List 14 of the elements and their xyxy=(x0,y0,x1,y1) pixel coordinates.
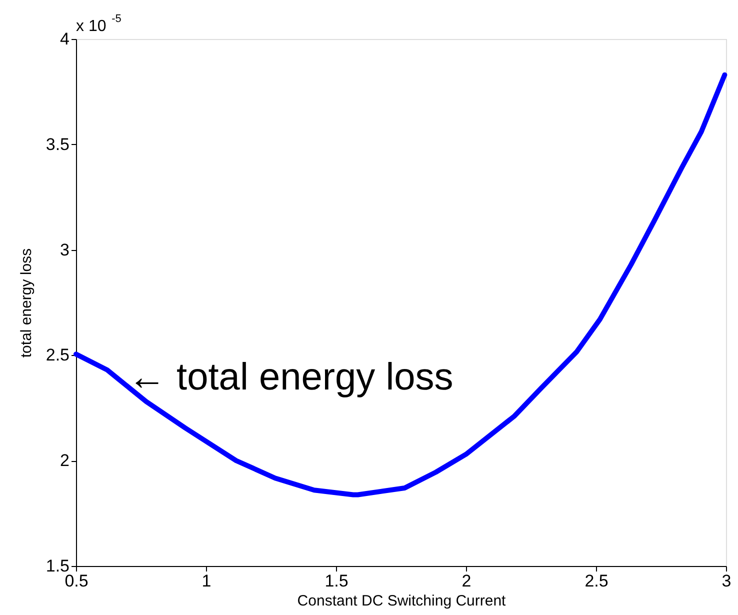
y-axis-title: total energy loss xyxy=(18,248,35,358)
annotation: ← total energy loss xyxy=(128,356,454,398)
x-tick-label: 1 xyxy=(202,572,212,590)
y-tick-label: 4 xyxy=(60,30,70,48)
x-tick-label: 3 xyxy=(722,572,732,590)
y-tick-label: 3 xyxy=(60,240,70,260)
x-tick-label: 2.5 xyxy=(584,572,608,590)
x-tick-label: 1.5 xyxy=(324,572,348,590)
y-tick-label: 2.5 xyxy=(46,346,70,365)
y-tick-label: 3.5 xyxy=(46,134,70,154)
x-axis-title: Constant DC Switching Current xyxy=(297,592,507,610)
y-tick-label: 2 xyxy=(60,451,70,470)
x-tick-label: 2 xyxy=(462,572,472,590)
text: x 10-5 xyxy=(76,13,122,35)
